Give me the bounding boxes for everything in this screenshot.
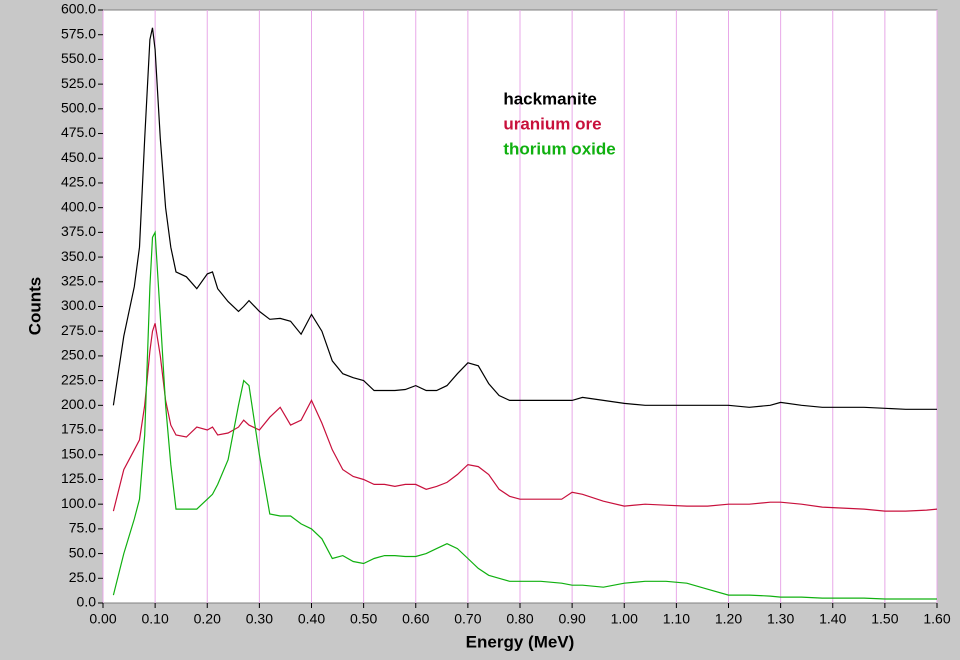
x-tick-label: 1.60 [923, 611, 950, 627]
y-tick-label: 100.0 [61, 495, 96, 511]
y-tick-label: 500.0 [61, 100, 96, 116]
x-tick-label: 1.40 [819, 611, 846, 627]
x-tick-label: 0.90 [559, 611, 586, 627]
y-tick-label: 325.0 [61, 272, 96, 288]
legend-entry: thorium oxide [503, 139, 615, 158]
y-tick-label: 125.0 [61, 470, 96, 486]
y-tick-label: 600.0 [61, 1, 96, 17]
y-tick-label: 0.0 [77, 594, 97, 610]
y-tick-label: 25.0 [69, 569, 96, 585]
y-tick-label: 250.0 [61, 347, 96, 363]
x-tick-label: 0.70 [454, 611, 481, 627]
y-tick-label: 450.0 [61, 149, 96, 165]
series-line [112, 323, 938, 512]
y-axis-label: Counts [25, 277, 44, 336]
x-tick-label: 0.60 [402, 611, 429, 627]
x-tick-label: 1.20 [715, 611, 742, 627]
x-tick-label: 0.00 [89, 611, 116, 627]
y-tick-label: 575.0 [61, 25, 96, 41]
series-line [112, 27, 937, 410]
x-tick-label: 0.40 [298, 611, 325, 627]
y-tick-label: 525.0 [61, 75, 96, 91]
x-tick-label: 1.50 [871, 611, 898, 627]
x-tick-label: 1.30 [767, 611, 794, 627]
x-tick-label: 1.00 [611, 611, 638, 627]
y-tick-label: 150.0 [61, 445, 96, 461]
y-tick-label: 425.0 [61, 174, 96, 190]
x-tick-label: 0.30 [246, 611, 273, 627]
legend-entry: hackmanite [503, 89, 597, 108]
y-tick-label: 225.0 [61, 371, 96, 387]
y-tick-label: 375.0 [61, 223, 96, 239]
y-tick-label: 275.0 [61, 322, 96, 338]
y-tick-label: 50.0 [69, 544, 96, 560]
x-tick-label: 0.10 [142, 611, 169, 627]
y-tick-label: 300.0 [61, 297, 96, 313]
y-tick-label: 550.0 [61, 50, 96, 66]
legend-entry: uranium ore [503, 114, 601, 133]
y-tick-label: 200.0 [61, 396, 96, 412]
x-tick-label: 0.80 [506, 611, 533, 627]
y-tick-label: 350.0 [61, 248, 96, 264]
y-tick-label: 475.0 [61, 124, 96, 140]
y-tick-label: 400.0 [61, 198, 96, 214]
y-tick-label: 175.0 [61, 421, 96, 437]
y-tick-label: 75.0 [69, 520, 96, 536]
series-line [112, 230, 937, 600]
x-tick-label: 0.20 [194, 611, 221, 627]
x-axis-label: Energy (MeV) [466, 632, 575, 651]
x-tick-label: 1.10 [663, 611, 690, 627]
x-tick-label: 0.50 [350, 611, 377, 627]
